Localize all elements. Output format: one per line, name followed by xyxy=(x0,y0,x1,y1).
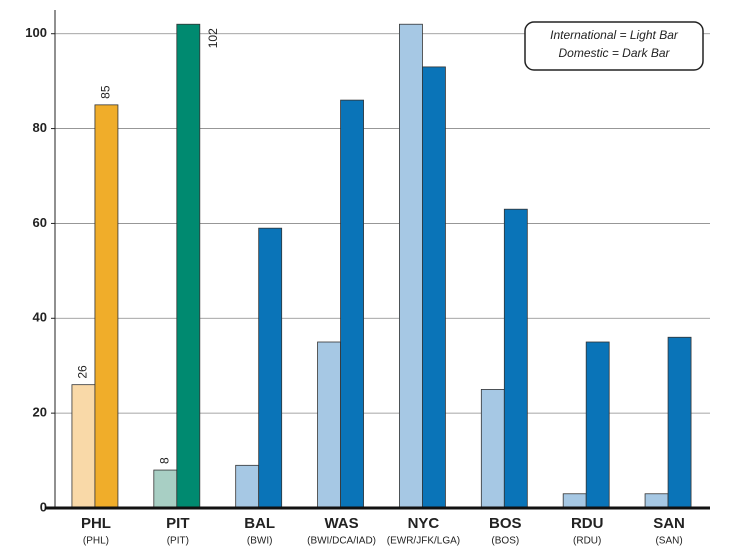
bar xyxy=(399,23,423,509)
value-label: 102 xyxy=(206,28,220,48)
legend-entry: Domestic = Dark Bar xyxy=(558,46,670,60)
bar xyxy=(235,464,260,509)
bar xyxy=(153,469,178,509)
y-tick-label: 80 xyxy=(33,120,47,135)
bar xyxy=(480,389,505,509)
y-tick-label: 100 xyxy=(25,25,47,40)
bar xyxy=(94,104,119,509)
y-tick-label: 60 xyxy=(33,215,47,230)
x-tick-sublabel: (RDU) xyxy=(573,536,601,547)
bar xyxy=(176,23,201,509)
x-tick-sublabel: (PHL) xyxy=(83,536,109,547)
x-tick-label: RDU xyxy=(571,515,604,532)
bar xyxy=(71,384,96,509)
bar xyxy=(644,493,669,509)
legend-entry: International = Light Bar xyxy=(550,28,679,42)
bar xyxy=(422,66,446,509)
y-tick-label: 0 xyxy=(40,499,47,514)
bar xyxy=(503,208,528,509)
bar xyxy=(317,341,341,509)
value-label: 26 xyxy=(76,365,90,379)
x-tick-label: BOS xyxy=(489,515,522,532)
x-tick-label: NYC xyxy=(408,515,440,532)
bar xyxy=(562,493,587,509)
y-tick-label: 40 xyxy=(33,310,47,325)
x-tick-label: SAN xyxy=(653,515,685,532)
value-label: 8 xyxy=(157,457,171,464)
bar xyxy=(585,341,610,509)
x-tick-sublabel: (PIT) xyxy=(167,536,189,547)
x-tick-label: BAL xyxy=(244,515,275,532)
y-tick-label: 20 xyxy=(33,405,47,420)
legend-box xyxy=(524,21,704,71)
bar xyxy=(667,336,692,509)
x-tick-sublabel: (SAN) xyxy=(655,536,682,547)
x-tick-label: PIT xyxy=(166,515,189,532)
x-tick-label: WAS xyxy=(324,515,358,532)
x-tick-sublabel: (BOS) xyxy=(491,536,519,547)
x-tick-sublabel: (EWR/JFK/LGA) xyxy=(387,536,460,547)
bar xyxy=(340,99,364,509)
value-label: 85 xyxy=(99,85,113,99)
bar xyxy=(258,227,283,509)
x-tick-sublabel: (BWI/DCA/IAD) xyxy=(307,536,376,547)
x-tick-label: PHL xyxy=(81,515,111,532)
x-tick-sublabel: (BWI) xyxy=(247,536,273,547)
